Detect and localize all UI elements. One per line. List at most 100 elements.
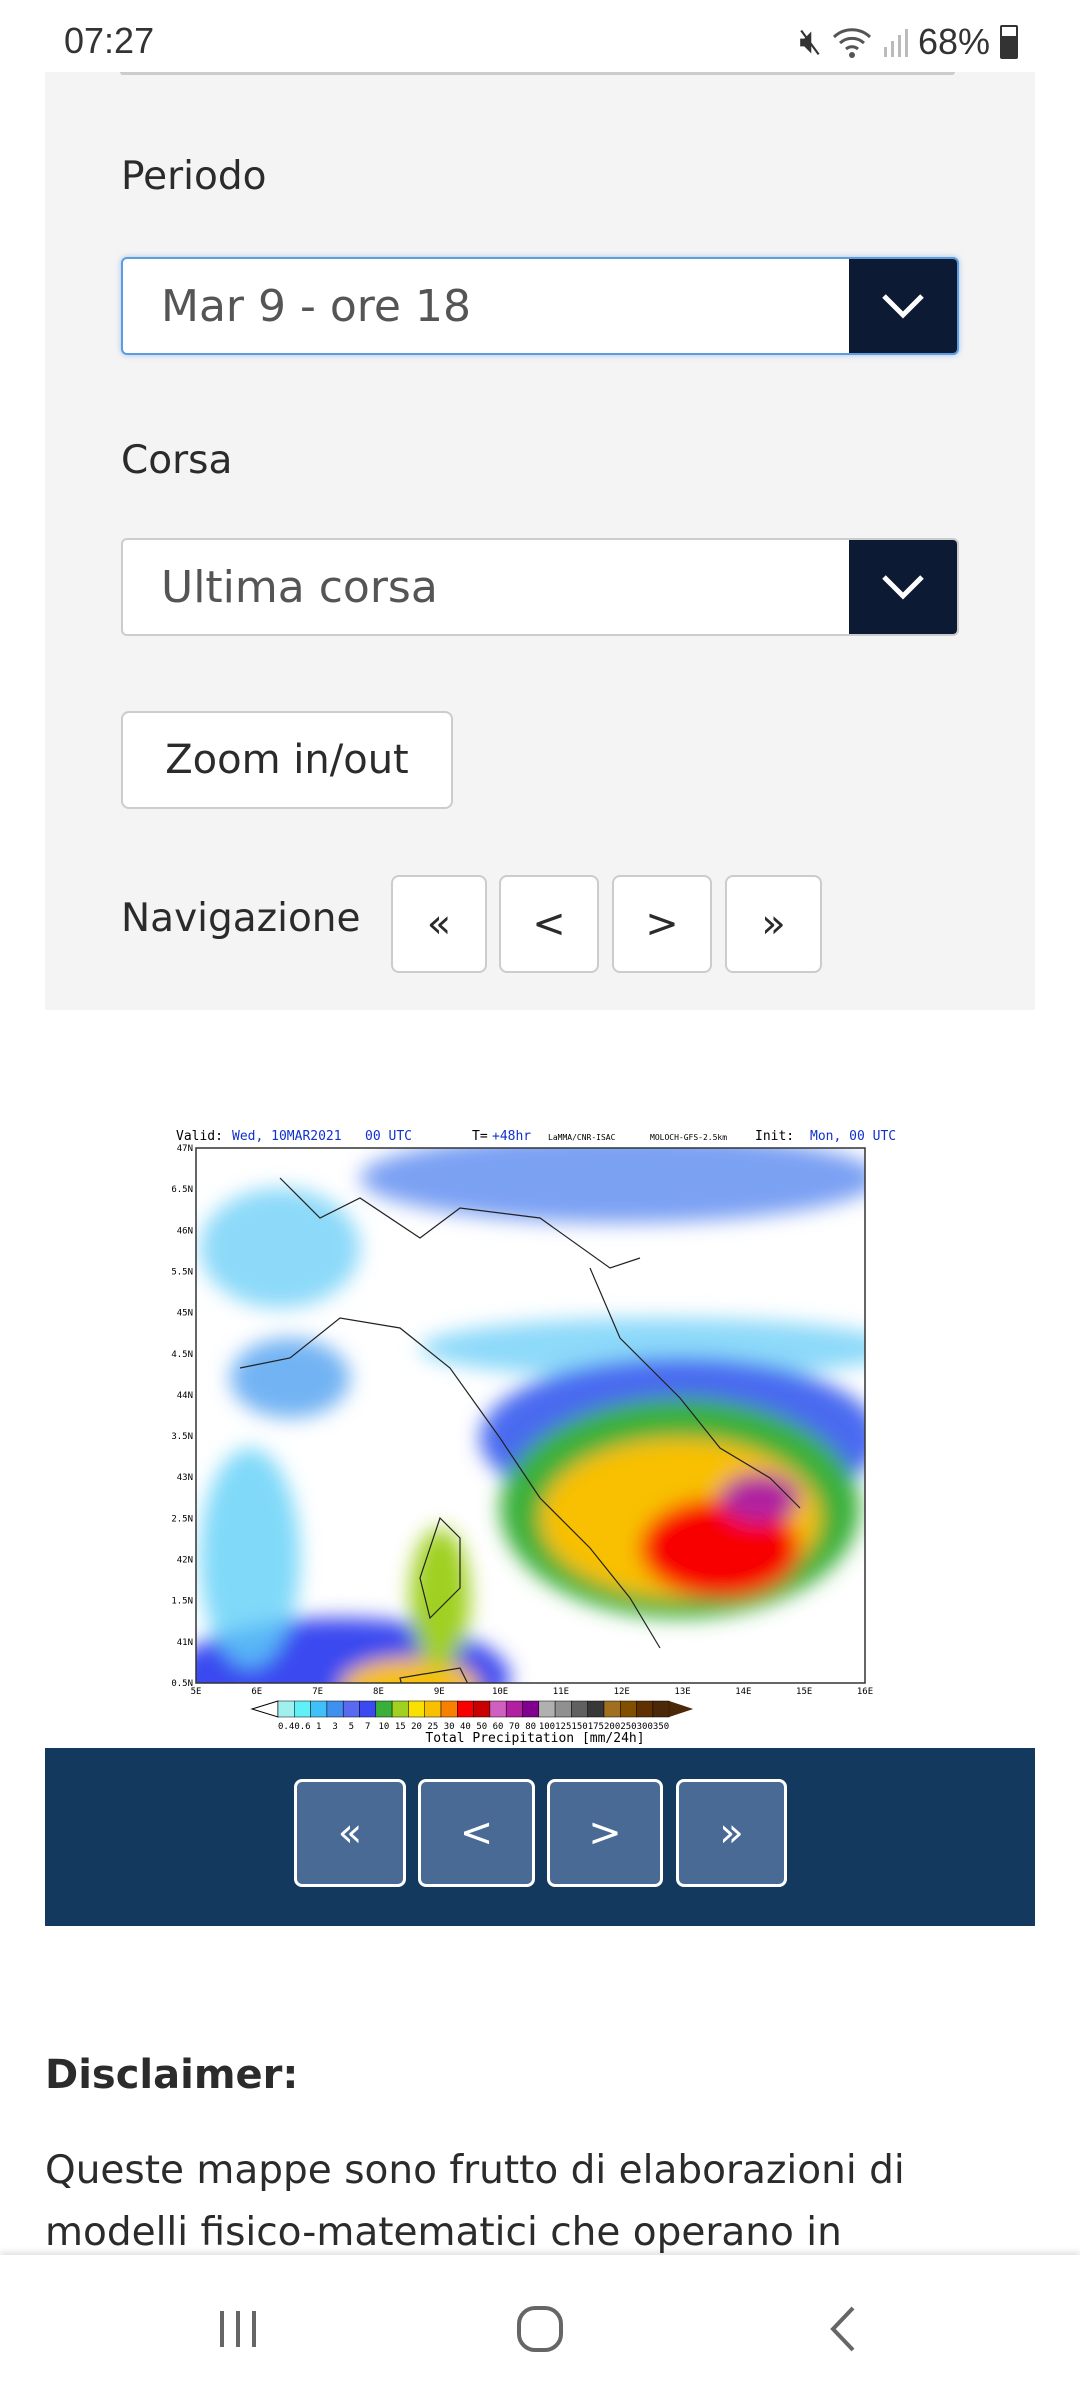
legend-value: 1 <box>316 1722 321 1732</box>
recent-apps-icon[interactable] <box>208 2299 268 2359</box>
map-first-button[interactable]: « <box>294 1779 406 1887</box>
status-bar: 07:27 🔇︎ 68% <box>0 0 1080 72</box>
back-icon[interactable] <box>813 2299 873 2359</box>
controls-panel: Periodo Mar 9 - ore 18 Corsa Ultima cors… <box>45 72 1035 1010</box>
disclaimer-title: Disclaimer: <box>45 2052 299 2098</box>
valid-value: Wed, 10MAR2021 00 UTC <box>232 1129 412 1144</box>
legend-swatch <box>457 1700 474 1718</box>
lon-tick: 10E <box>492 1687 508 1697</box>
legend-swatch <box>620 1700 637 1718</box>
battery-icon <box>1000 24 1018 59</box>
chevron-down-icon[interactable] <box>849 540 957 634</box>
precipitation-map[interactable]: Valid: Wed, 10MAR2021 00 UTC T= +48hr La… <box>160 1118 910 1746</box>
periodo-select[interactable]: Mar 9 - ore 18 <box>121 257 959 355</box>
legend-value: 80 <box>525 1722 536 1732</box>
legend-value: 300 <box>637 1722 653 1732</box>
disclaimer-text: Queste mappe sono frutto di elaborazioni… <box>45 2148 905 2255</box>
legend-swatch <box>473 1700 491 1718</box>
lon-tick: 15E <box>796 1687 812 1697</box>
legend-value: 25 <box>427 1722 438 1732</box>
clock: 07:27 <box>64 20 155 61</box>
legend-swatch <box>505 1700 523 1718</box>
lon-tick: 16E <box>857 1687 873 1697</box>
legend-value: 150 <box>571 1722 587 1732</box>
legend-swatch <box>294 1700 311 1718</box>
lon-tick: 13E <box>674 1687 690 1697</box>
legend-swatch <box>603 1700 621 1718</box>
legend-value: 60 <box>493 1722 504 1732</box>
lat-tick: 43N <box>177 1473 193 1483</box>
map-prev-button[interactable]: < <box>418 1779 535 1887</box>
corsa-label: Corsa <box>121 438 233 483</box>
lon-tick: 12E <box>614 1687 630 1697</box>
periodo-value: Mar 9 - ore 18 <box>161 281 471 332</box>
valid-label: Valid: <box>176 1129 223 1144</box>
legend-value: 15 <box>395 1722 406 1732</box>
lat-tick: 46N <box>177 1226 193 1236</box>
chevron-down-icon[interactable] <box>849 259 957 353</box>
map-model: MOLOCH-GFS-2.5km <box>650 1133 727 1142</box>
nav-next-button[interactable]: > <box>612 875 712 973</box>
legend-swatch <box>652 1700 670 1718</box>
wifi-icon <box>832 27 871 58</box>
lat-tick: 1.5N <box>171 1597 193 1607</box>
legend-swatch <box>326 1700 344 1718</box>
legend-swatch <box>522 1700 540 1718</box>
legend-value: 0.4 <box>278 1722 294 1732</box>
lon-tick: 8E <box>373 1687 384 1697</box>
legend-value: 5 <box>349 1722 354 1732</box>
lat-tick: 5.5N <box>171 1267 193 1277</box>
legend-value: 125 <box>555 1722 571 1732</box>
lon-tick: 6E <box>251 1687 262 1697</box>
legend-swatch <box>375 1700 393 1718</box>
legend-arrow-low <box>250 1700 279 1718</box>
map-last-button[interactable]: » <box>676 1779 787 1887</box>
legend-swatch <box>571 1700 588 1718</box>
legend-value: 7 <box>365 1722 370 1732</box>
legend-swatch <box>489 1700 507 1718</box>
lat-tick: 4.5N <box>171 1350 193 1360</box>
lat-tick: 6.5N <box>171 1185 193 1195</box>
precipitation-field <box>196 1148 865 1683</box>
legend-value: 50 <box>476 1722 487 1732</box>
legend-value: 3 <box>332 1722 337 1732</box>
corsa-select[interactable]: Ultima corsa <box>121 538 959 636</box>
panel-divider <box>120 72 955 75</box>
legend-value: 350 <box>653 1722 669 1732</box>
zoom-button[interactable]: Zoom in/out <box>121 711 453 809</box>
lat-tick: 41N <box>177 1638 193 1648</box>
lat-tick: 3.5N <box>171 1432 193 1442</box>
nav-first-button[interactable]: « <box>391 875 487 973</box>
legend-swatch <box>277 1700 295 1718</box>
legend-swatch <box>391 1700 409 1718</box>
lat-tick: 47N <box>177 1144 193 1154</box>
nav-prev-button[interactable]: < <box>499 875 599 973</box>
navigazione-label: Navigazione <box>121 896 361 941</box>
init-label: Init: <box>755 1129 794 1144</box>
t-value: +48hr <box>492 1129 531 1144</box>
legend-value: 250 <box>620 1722 636 1732</box>
legend-swatch <box>424 1700 442 1718</box>
corsa-value: Ultima corsa <box>161 562 438 613</box>
lat-tick: 42N <box>177 1556 193 1566</box>
lon-tick: 9E <box>434 1687 445 1697</box>
home-icon[interactable] <box>510 2299 570 2359</box>
legend-value: 200 <box>604 1722 620 1732</box>
battery-percent: 68% <box>917 20 990 62</box>
status-icons: 🔇︎ 68% <box>799 20 1018 63</box>
legend-value: 0.6 <box>294 1722 310 1732</box>
lat-tick: 2.5N <box>171 1514 193 1524</box>
lon-tick: 7E <box>312 1687 323 1697</box>
system-nav-bar <box>0 2255 1080 2400</box>
lon-tick: 14E <box>735 1687 751 1697</box>
lat-tick: 44N <box>177 1391 193 1401</box>
periodo-label: Periodo <box>121 154 267 199</box>
nav-last-button[interactable]: » <box>725 875 822 973</box>
legend-value: 10 <box>379 1722 390 1732</box>
legend-swatch <box>408 1700 425 1718</box>
map-next-button[interactable]: > <box>547 1779 663 1887</box>
map-source: LaMMA/CNR-ISAC <box>548 1133 616 1142</box>
legend-value: 175 <box>588 1722 604 1732</box>
legend-value: 40 <box>460 1722 471 1732</box>
lat-tick: 0.5N <box>171 1679 193 1689</box>
